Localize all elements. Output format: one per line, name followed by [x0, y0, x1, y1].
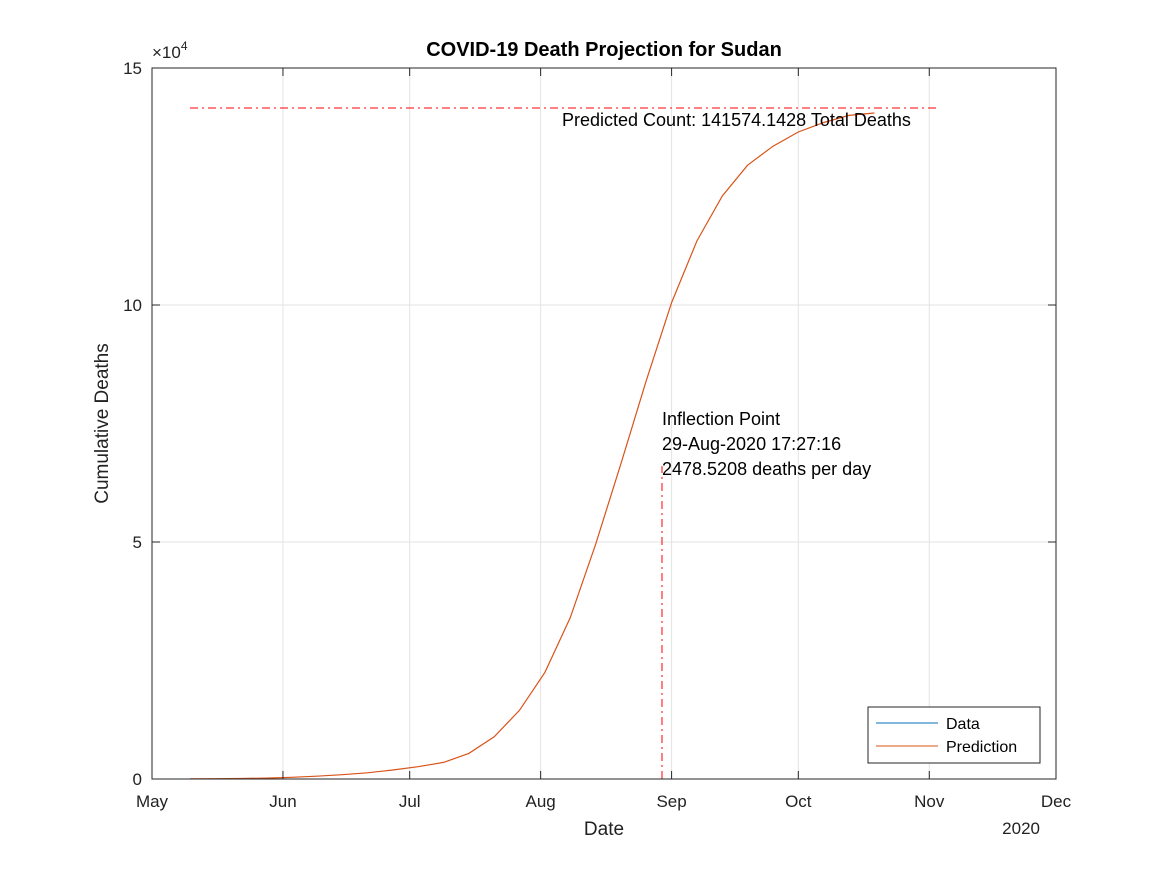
inflection-annotation-date: 29-Aug-2020 17:27:16: [662, 434, 841, 454]
chart-title: COVID-19 Death Projection for Sudan: [426, 39, 782, 61]
legend-label-data: Data: [946, 716, 980, 733]
y-exponent-power: 4: [181, 39, 188, 53]
series-line-prediction: [189, 112, 875, 780]
x-tick-label: Aug: [526, 792, 556, 811]
legend: Data Prediction: [867, 706, 1041, 764]
y-tick-label: 0: [133, 770, 142, 789]
y-tick-label: 10: [123, 296, 142, 315]
x-axis-year-label: 2020: [1002, 819, 1040, 838]
legend-box: [867, 706, 1041, 764]
legend-label-prediction: Prediction: [946, 739, 1017, 756]
x-tick-label: Nov: [914, 792, 945, 811]
x-tick-label: May: [136, 792, 169, 811]
series-layer: [189, 112, 875, 780]
axis-ticks: May Jun Jul Aug Sep Oct Nov Dec 0 5 10 15: [123, 59, 1072, 811]
x-tick-label: Sep: [656, 792, 686, 811]
y-axis-exponent-label: ×104: [152, 39, 188, 62]
total-deaths-annotation: Predicted Count: 141574.1428 Total Death…: [562, 110, 911, 130]
y-tick-label: 15: [123, 59, 142, 78]
inflection-annotation-rate: 2478.5208 deaths per day: [662, 459, 871, 479]
y-tick-label: 5: [133, 533, 142, 552]
x-tick-label: Oct: [785, 792, 812, 811]
y-axis-label: Cumulative Deaths: [92, 343, 113, 504]
plot-area: [151, 67, 1057, 780]
inflection-annotation-title: Inflection Point: [662, 409, 780, 429]
grid: [151, 67, 1057, 780]
reference-lines: [190, 107, 938, 779]
x-tick-label: Jun: [269, 792, 296, 811]
x-tick-label: Dec: [1041, 792, 1072, 811]
x-tick-label: Jul: [399, 792, 421, 811]
y-exponent-prefix: ×10: [152, 43, 181, 62]
x-axis-label: Date: [584, 819, 624, 840]
